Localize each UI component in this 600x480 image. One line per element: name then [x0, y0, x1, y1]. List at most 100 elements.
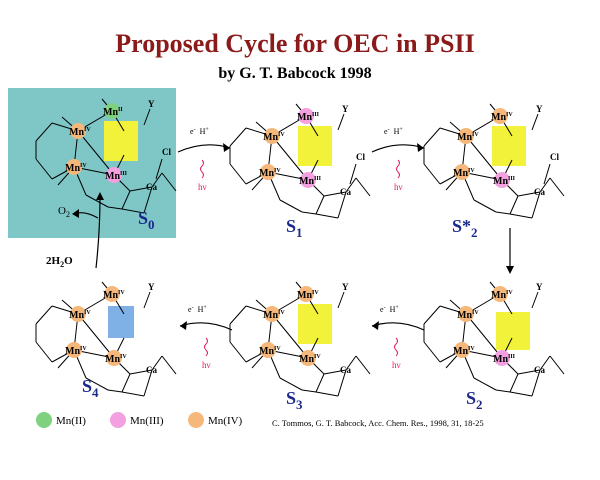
mn-label: MnII [103, 107, 123, 118]
bond [143, 108, 151, 126]
tyrosine-label: Y [148, 282, 155, 292]
calcium-label: Ca [534, 365, 545, 375]
bond [549, 355, 565, 375]
state-s2: MnIV MnIV MnIV MnIII Y Ca [423, 281, 565, 397]
eh-s0-s1: e- H+ [190, 127, 209, 136]
tyrosine-label: Y [148, 99, 155, 109]
electron-proton-label: e- H+ [380, 305, 399, 314]
mn-atom-mn4 [260, 164, 276, 180]
bond [349, 163, 357, 185]
chloride-label: Cl [356, 152, 365, 162]
bond [337, 113, 345, 131]
mn-label: MnIV [259, 168, 281, 179]
state-label-s0: S0 [138, 208, 155, 232]
mn-atom-mn4 [70, 123, 86, 139]
mn-label: MnIII [297, 112, 320, 123]
hv-s3-s4: hν [202, 337, 211, 370]
bond [345, 355, 357, 371]
state-label-s2star: S*2 [452, 216, 478, 240]
electron-proton-label: e- H+ [384, 127, 403, 136]
mn-atom-mn3 [106, 167, 122, 183]
mn-label: MnIV [65, 346, 87, 357]
bond [161, 355, 177, 375]
eh-s3-s4: e- H+ [188, 305, 207, 314]
bond [543, 163, 551, 185]
mn-label: MnIV [263, 310, 285, 321]
proton-box [492, 126, 526, 166]
arrow-s2star-s2 [506, 228, 514, 274]
legend-label-mn3: Mn(III) [130, 415, 164, 427]
bond [121, 190, 131, 210]
electron-proton-label: e- H+ [190, 127, 209, 136]
calcium-label: Ca [340, 187, 351, 197]
bond [509, 391, 533, 397]
bond [315, 391, 339, 397]
peroxide-box [108, 306, 134, 338]
bond [473, 199, 497, 213]
bond [315, 213, 339, 219]
bond [473, 377, 497, 391]
mn-label: MnIV [69, 127, 91, 138]
mn-atom-mn4 [298, 286, 314, 302]
mn-label: MnIV [453, 346, 475, 357]
mn-label: MnIV [457, 310, 479, 321]
bond [509, 213, 533, 219]
mn-atom-mn4 [260, 342, 276, 358]
legend-swatch-mn2 [36, 412, 52, 428]
mn-atom-mn4 [454, 342, 470, 358]
mn-atom-mn4 [458, 128, 474, 144]
arrow-s1-s2star [371, 143, 425, 153]
state-label-s3: S3 [286, 388, 303, 412]
tyrosine-label: Y [536, 104, 543, 114]
mn-atom-mn3 [298, 108, 314, 124]
mn-atom-mn4 [70, 306, 86, 322]
state-s0: MnII MnIV MnIV MnIII Y Ca Cl [35, 98, 177, 214]
bond [323, 191, 347, 197]
mn-atom-mn4 [264, 306, 280, 322]
legend-swatch-mn3 [110, 412, 126, 428]
mn-atom-mn3 [494, 172, 510, 188]
tyrosine-label: Y [342, 282, 349, 292]
citation: C. Tommos, G. T. Babcock, Acc. Chem. Res… [272, 418, 484, 428]
bond [161, 172, 177, 192]
bond [229, 341, 247, 363]
mn-label: MnIV [491, 290, 513, 301]
mn-atom-mn4 [492, 108, 508, 124]
bond [35, 158, 53, 180]
calcium-label: Ca [534, 187, 545, 197]
legend: Mn(II) Mn(III) Mn(IV) [36, 412, 243, 428]
mn-label: MnIV [105, 354, 127, 365]
eh-s1-s2star: e- H+ [384, 127, 403, 136]
mn-label: MnIV [69, 310, 91, 321]
bond [271, 135, 309, 181]
calcium-label: Ca [146, 182, 157, 192]
bond [549, 177, 565, 197]
bond [121, 208, 145, 214]
mn-atom-mn4 [106, 350, 122, 366]
light-wave-icon [204, 337, 208, 357]
bond [531, 191, 541, 219]
mn-label: MnIV [453, 168, 475, 179]
calcium-label: Ca [146, 365, 157, 375]
mn-atom-mn4 [264, 128, 280, 144]
chloride-label: Cl [162, 147, 171, 157]
mn-label: MnIV [457, 132, 479, 143]
bond [539, 177, 551, 193]
mn-atom-mn3 [300, 172, 316, 188]
water-uptake-label: 2H2O [46, 255, 73, 269]
mn-label: MnIV [259, 346, 281, 357]
bond [229, 127, 247, 147]
state-label-s4: S4 [82, 376, 99, 400]
bond [143, 291, 151, 309]
bond [337, 291, 345, 309]
mn-atom-mn2 [104, 103, 120, 119]
bond [465, 135, 503, 181]
oxygen-release-label: O2 [58, 205, 70, 219]
proton-box [298, 304, 332, 344]
bond [143, 186, 153, 214]
mn-label: MnIII [493, 176, 516, 187]
state-s4: MnIV MnIV MnIV MnIV Y Ca [35, 281, 177, 397]
mn-atom-mn4 [66, 342, 82, 358]
mn-atom-mn4 [492, 286, 508, 302]
bond [465, 313, 503, 359]
